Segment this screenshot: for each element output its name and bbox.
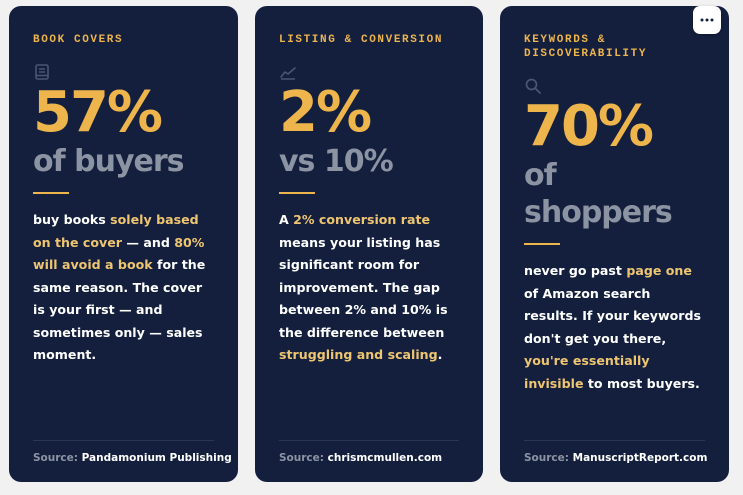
- book-icon: [35, 64, 49, 80]
- card-title: BOOK COVERS: [33, 34, 124, 46]
- stat-subtitle-line: vs 10%: [279, 144, 394, 179]
- source-label: Source:: [524, 452, 569, 464]
- stat-subtitle: of shoppers: [524, 157, 705, 231]
- accent-rule: [33, 192, 69, 194]
- more-dots-icon: [700, 18, 714, 22]
- search-icon: [525, 78, 541, 94]
- stat-card-book-covers: BOOK COVERS 57% of buyers buy books sole…: [9, 6, 238, 482]
- source-label: Source:: [33, 452, 78, 464]
- card-title: LISTING & CONVERSION: [279, 34, 444, 46]
- stat-card-listing-conversion: LISTING & CONVERSION 2% vs 10% A 2% conv…: [255, 6, 483, 482]
- card-title: KEYWORDS & DISCOVERABILITY: [524, 34, 648, 60]
- source-value: chrismcmullen.com: [327, 452, 443, 464]
- stat-subtitle: of buyers: [33, 143, 214, 180]
- stat-subtitle: vs 10%: [279, 143, 459, 180]
- card-body: never go past page one of Amazon search …: [524, 263, 701, 391]
- stat-subtitle-line: of buyers: [33, 144, 185, 179]
- source-label: Source:: [279, 452, 324, 464]
- card-source: Source: ManuscriptReport.com: [524, 440, 708, 464]
- trend-line-icon: [280, 67, 296, 80]
- accent-rule: [524, 243, 560, 245]
- stat-subtitle-line: of: [524, 158, 557, 193]
- card-body: buy books solely based on the cover — an…: [33, 212, 206, 362]
- source-value: ManuscriptReport.com: [572, 452, 708, 464]
- card-source: Source: Pandamonium Publishing: [33, 440, 232, 464]
- stat-card-keywords-discoverability: KEYWORDS & DISCOVERABILITY 70% of shoppe…: [500, 6, 729, 482]
- stat-value: 70%: [524, 94, 654, 159]
- stat-subtitle-line: shoppers: [524, 195, 673, 230]
- source-value: Pandamonium Publishing: [81, 452, 232, 464]
- card-source: Source: chrismcmullen.com: [279, 440, 459, 464]
- accent-rule: [279, 192, 315, 194]
- card-body: A 2% conversion rate means your listing …: [279, 212, 448, 362]
- stat-value: 2%: [279, 80, 372, 145]
- stat-value: 57%: [33, 80, 163, 145]
- more-options-button[interactable]: [693, 6, 721, 34]
